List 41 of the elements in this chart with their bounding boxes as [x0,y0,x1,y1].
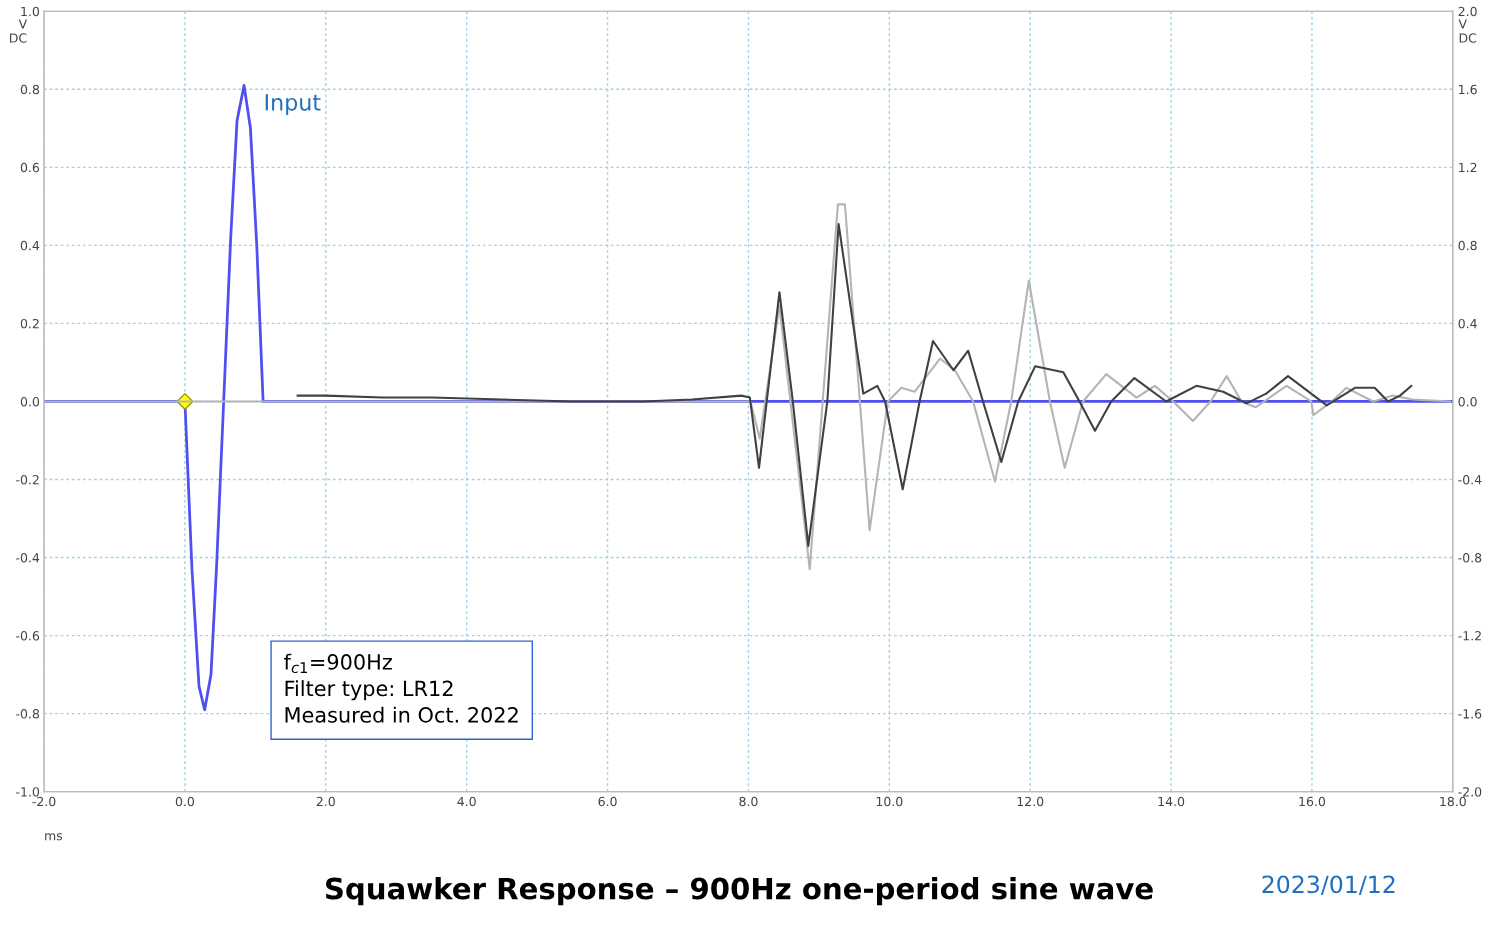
x-tick-label: -2.0 [32,796,56,807]
x-tick-label: 14.0 [1158,796,1185,807]
x-axis-title: ms [45,833,63,841]
y-tick-label: -0.8 [16,709,40,719]
y-tick-label: 0.6 [20,162,40,173]
x-tick-label: 12.0 [1017,796,1044,807]
y-tick-label: 0.8 [20,84,40,95]
line-series [296,222,1413,547]
x-tick-label: 2.0 [316,796,335,807]
x-tick-label: 4.0 [457,796,476,807]
series-label: Input [265,94,321,116]
y2-tick-label: -2.0 [1458,787,1482,797]
y-tick-label: -0.4 [16,553,40,563]
y2-tick-label: -0.8 [1458,553,1482,563]
y2-tick-label: 0.0 [1458,396,1477,407]
y2-tick-label: -0.4 [1458,474,1482,485]
y-tick-label: 0.2 [20,318,39,329]
text: 2023/01/12 [1262,875,1395,896]
y2-axis-title: V DC [1458,19,1477,43]
x-tick-label: 8.0 [739,796,758,807]
y2-tick-label: 0.8 [1458,240,1477,251]
y-tick-label: 0.0 [20,396,40,407]
y2-tick-label: -1.6 [1458,709,1482,719]
x-tick-label: 16.0 [1299,796,1326,807]
y2-tick-label: -1.2 [1458,631,1481,641]
y2-tick-label: 1.6 [1459,84,1477,95]
y2-tick-label: 0.4 [1458,318,1477,329]
y2-tick-label: 2.0 [1458,6,1477,17]
y-axis-title: V DC [10,19,28,43]
y-tick-label: -0.6 [16,631,40,641]
x-tick-label: 0.0 [175,796,195,807]
y-tick-label: -0.2 [16,474,39,485]
x-tick-label: 10.0 [876,796,903,807]
y-tick-label: -1.0 [16,787,40,797]
text: Squawker Response – 900Hz one-period sine wave [326,876,1153,906]
y-tick-label: 0.4 [20,240,40,251]
x-tick-label: 6.0 [598,796,617,807]
y2-tick-label: 1.2 [1459,162,1477,173]
y-tick-label: 1.0 [21,6,40,17]
x-tick-label: 18.0 [1440,796,1466,807]
annotation: f$_{c1}$=900Hz Filter type: LR12 Measured in Oct. 2022 [284,653,518,723]
